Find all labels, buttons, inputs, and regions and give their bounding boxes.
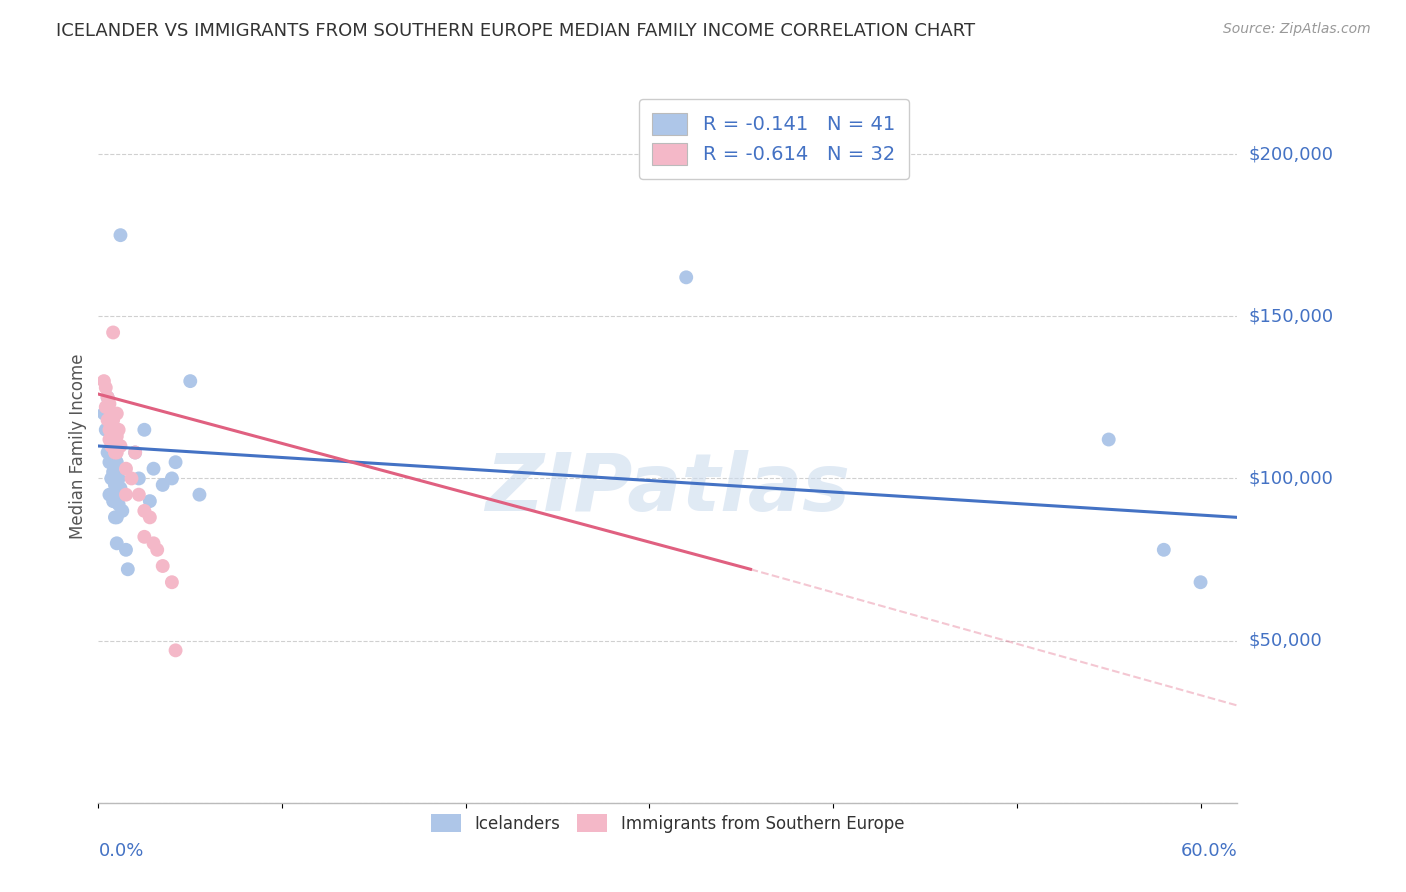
Point [142,461,165,475]
Point [165,455,187,469]
Point [121,471,143,485]
Point [160,471,183,485]
Text: $50,000: $50,000 [1249,632,1322,649]
Text: 60.0%: 60.0% [1181,842,1237,860]
Point [152,559,174,574]
Point [179,374,201,388]
Point [128,471,150,485]
Point [94,423,117,437]
Point [98,423,121,437]
Point [101,465,124,479]
Point [134,423,156,437]
Point [97,390,120,404]
Point [105,455,128,469]
Point [105,536,128,550]
Point [110,439,132,453]
Point [675,270,697,285]
Point [93,407,115,421]
Point [124,445,146,459]
Point [188,488,211,502]
Point [94,400,117,414]
Point [110,481,132,495]
Point [100,439,122,453]
Point [98,413,121,427]
Point [139,494,162,508]
Point [100,407,122,421]
Point [104,510,127,524]
Legend: Icelanders, Immigrants from Southern Europe: Icelanders, Immigrants from Southern Eur… [423,805,912,841]
Point [139,510,162,524]
Point [160,575,183,590]
Point [107,471,129,485]
Point [1098,433,1121,447]
Text: Source: ZipAtlas.com: Source: ZipAtlas.com [1223,22,1371,37]
Text: ZIPatlas: ZIPatlas [485,450,851,528]
Text: ICELANDER VS IMMIGRANTS FROM SOUTHERN EUROPE MEDIAN FAMILY INCOME CORRELATION CH: ICELANDER VS IMMIGRANTS FROM SOUTHERN EU… [56,22,976,40]
Point [165,643,187,657]
Point [1153,542,1175,557]
Point [101,326,124,340]
Text: $100,000: $100,000 [1249,469,1333,487]
Point [104,449,127,463]
Point [107,497,129,511]
Point [111,504,134,518]
Point [98,455,121,469]
Point [152,478,174,492]
Point [105,488,128,502]
Text: $150,000: $150,000 [1249,307,1333,326]
Point [97,445,120,459]
Text: 0.0%: 0.0% [98,842,143,860]
Point [134,530,156,544]
Point [97,413,120,427]
Point [110,228,132,243]
Point [124,445,146,459]
Point [128,488,150,502]
Point [104,478,127,492]
Point [100,433,122,447]
Y-axis label: Median Family Income: Median Family Income [69,353,87,539]
Point [105,429,128,443]
Point [97,390,120,404]
Point [98,397,121,411]
Point [105,510,128,524]
Point [98,488,121,502]
Point [101,439,124,453]
Point [101,413,124,427]
Point [100,471,122,485]
Point [93,374,115,388]
Point [117,562,139,576]
Point [142,536,165,550]
Point [104,423,127,437]
Point [146,542,169,557]
Point [115,461,138,475]
Point [134,504,156,518]
Point [100,488,122,502]
Point [115,542,138,557]
Point [104,445,127,459]
Point [98,433,121,447]
Point [1189,575,1212,590]
Point [101,494,124,508]
Point [115,488,138,502]
Point [105,407,128,421]
Point [107,423,129,437]
Point [105,445,128,459]
Text: $200,000: $200,000 [1249,145,1333,163]
Point [94,381,117,395]
